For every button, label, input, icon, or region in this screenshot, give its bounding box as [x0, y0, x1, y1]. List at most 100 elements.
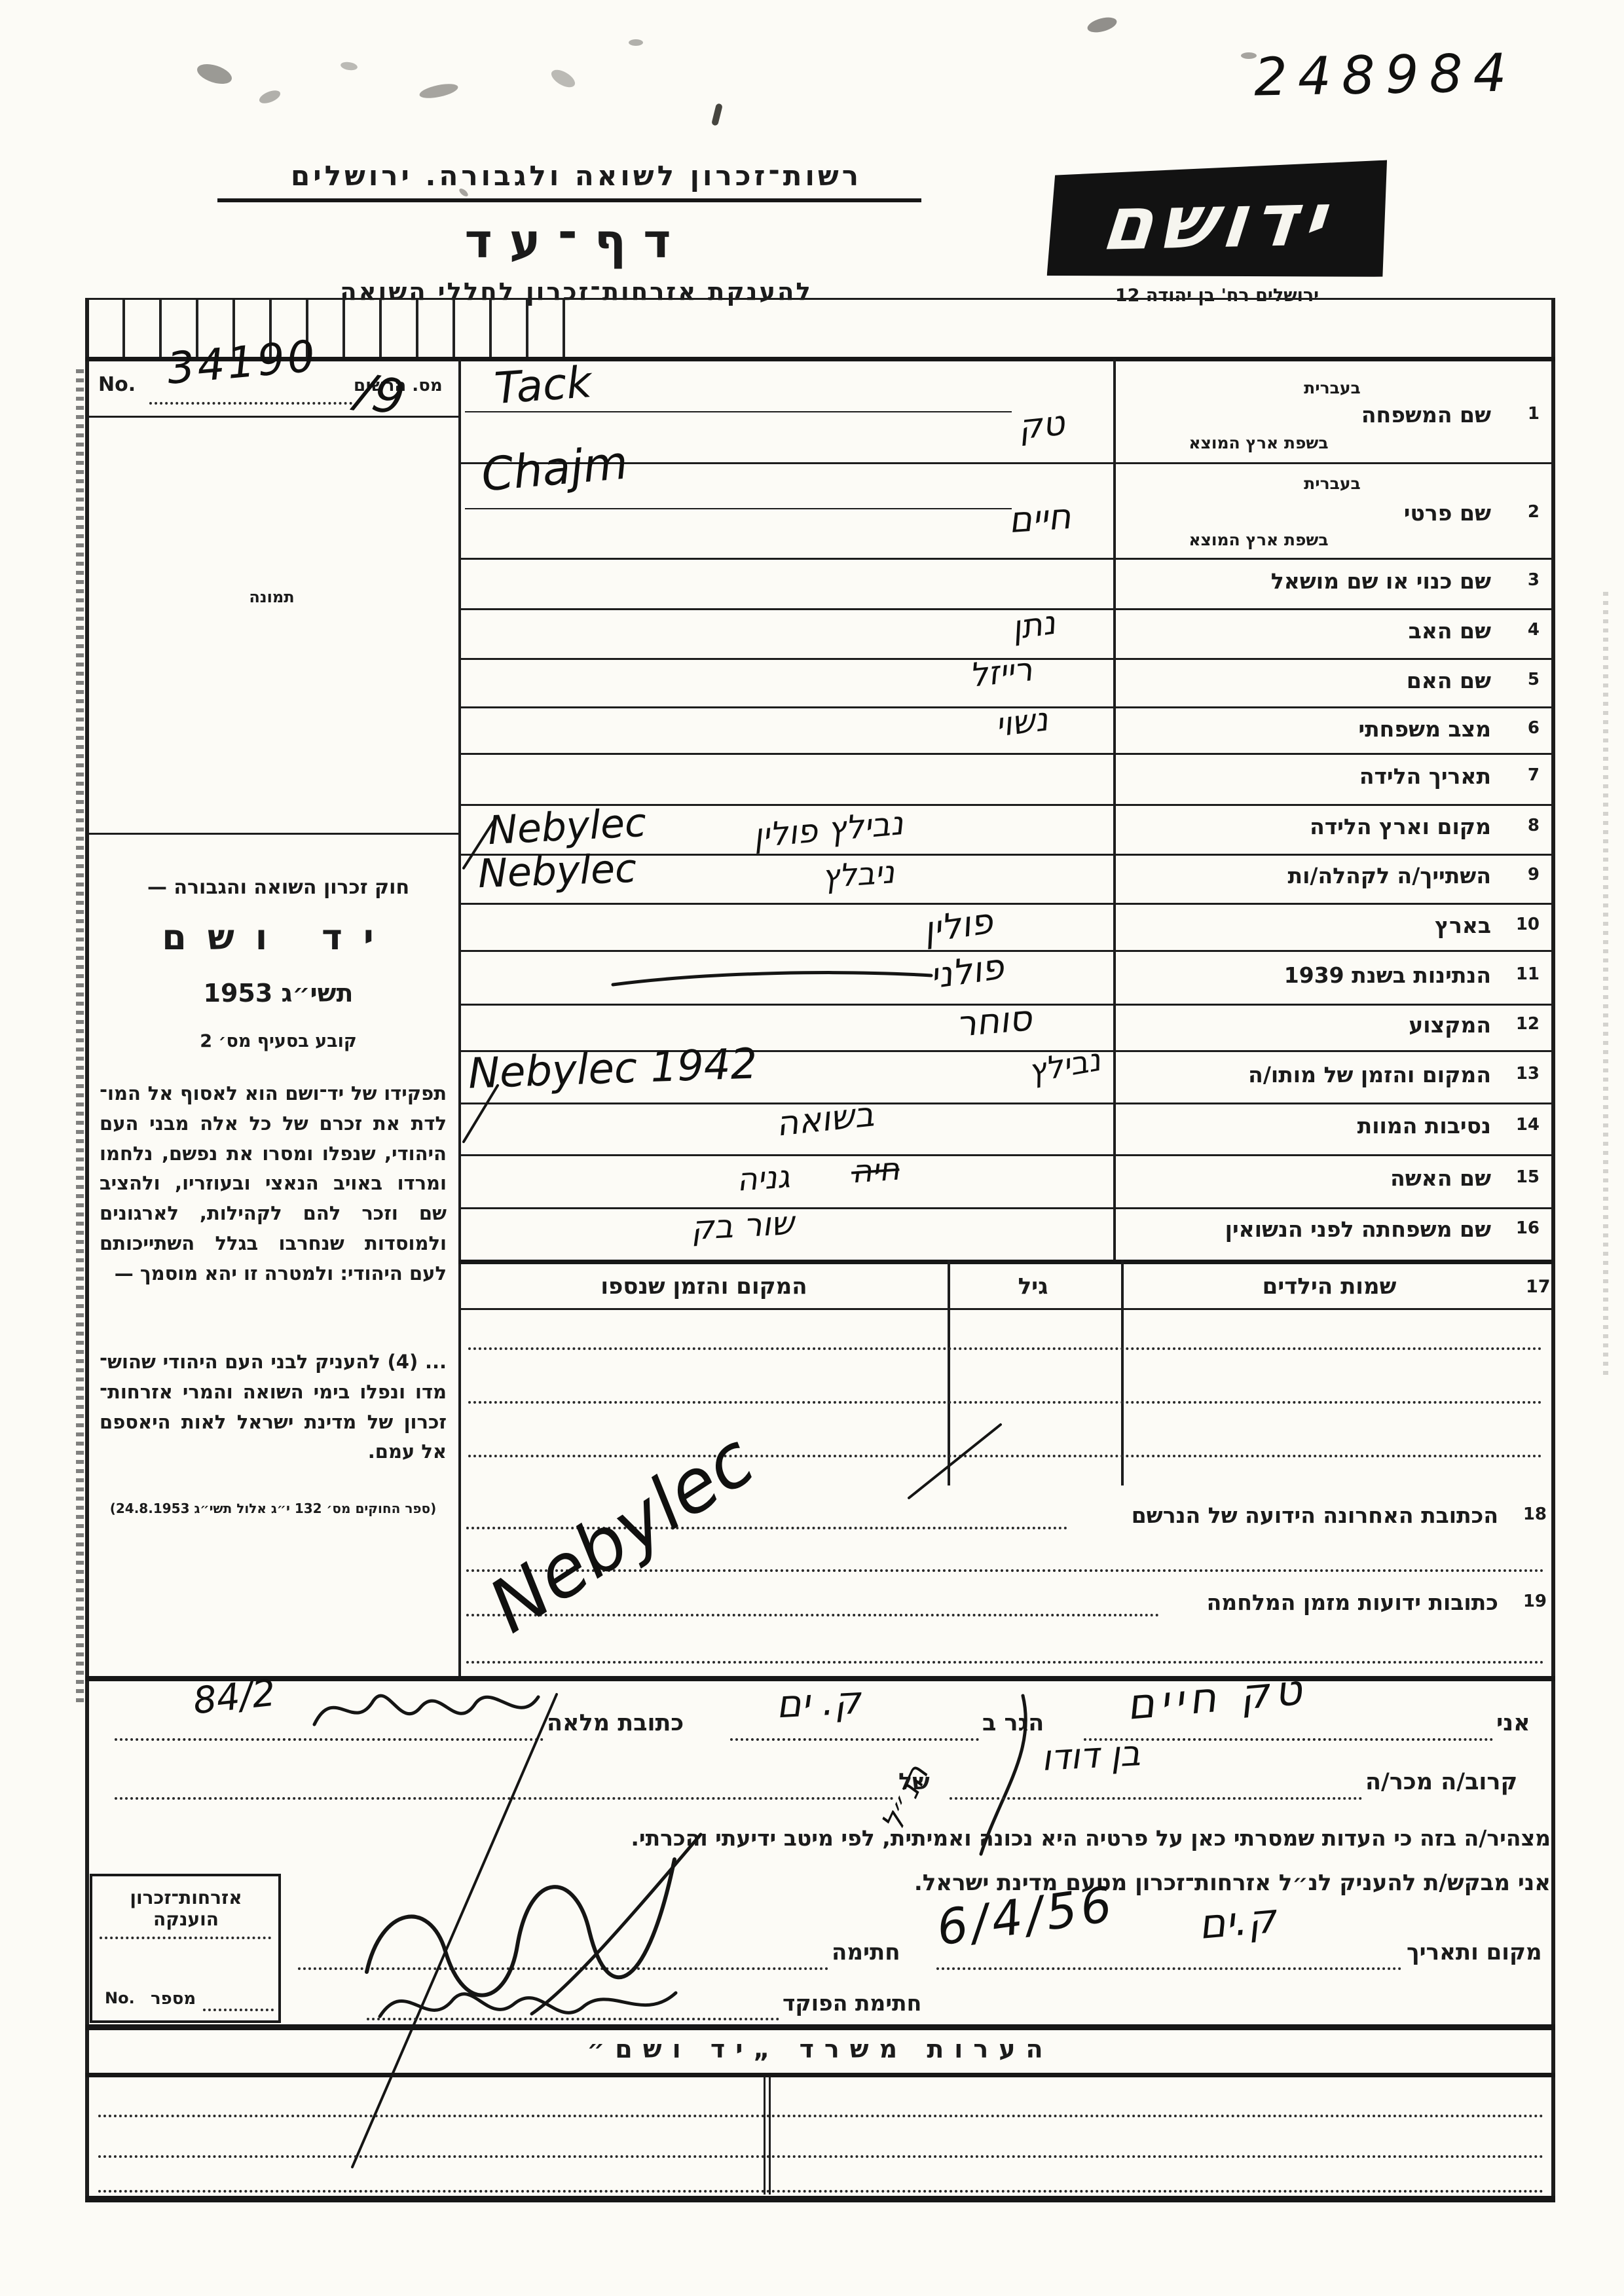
row-separator — [458, 804, 1553, 806]
residence-line — [730, 1738, 979, 1741]
logo-caption: ירושלים רח' בן יהודה 12 — [1115, 285, 1320, 306]
box-right-border — [1551, 298, 1555, 2202]
row-separator — [458, 1102, 1553, 1104]
row-separator — [458, 1050, 1553, 1052]
authority-title: רשות־זכרון לשואה ולגבורה. ירושלים — [290, 160, 862, 192]
country-handwriting: פולין — [921, 900, 995, 951]
field18-dotted-line — [466, 1527, 1067, 1529]
first-name-hebrew-handwriting: חיים — [1006, 495, 1073, 541]
residence-handwriting: ק. ים — [775, 1677, 862, 1727]
family-name-hebrew-handwriting: טק — [1016, 403, 1067, 448]
row-separator — [458, 854, 1553, 856]
name-flourish-stroke — [979, 1694, 1027, 1856]
field16-label-text: שם משפחתה לפני הנשואין — [1225, 1216, 1491, 1242]
field1-number: 1 — [1527, 404, 1540, 424]
clerk-signature-line — [367, 2018, 779, 2020]
row-separator — [458, 1004, 1553, 1006]
grant-number-no-label: No. — [105, 1989, 135, 2007]
authority-underline — [217, 198, 921, 202]
field6-label-text: מצב משפחתי — [1358, 716, 1491, 742]
field2-lang-label: בעברית — [1304, 474, 1361, 493]
of-line — [115, 1797, 894, 1800]
field16-label: שם משפחתה לפני הנשואין 16 — [1121, 1216, 1543, 1242]
field5-number: 5 — [1527, 670, 1540, 689]
row-separator — [458, 903, 1553, 905]
field1-origin-label: בשפת ארץ המוצא — [1189, 433, 1329, 452]
clerk-signature-label: חתימת הפוקד — [783, 1990, 922, 2016]
field4-label-text: שם האב — [1408, 618, 1491, 644]
field10-number: 10 — [1515, 915, 1540, 934]
place-date-line — [936, 1967, 1401, 1970]
box-top-border — [85, 298, 1555, 300]
declarant-i-label: אני — [1496, 1710, 1530, 1736]
address-scribble — [312, 1694, 540, 1726]
field2-label: שם פרטי 2 — [1121, 500, 1543, 526]
law-paragraph-1: תפקידו של יד־ושם הוא לאסוף אל המו־ לדת א… — [100, 1082, 447, 1285]
field6-number: 6 — [1527, 718, 1540, 738]
death-place-hebrew-handwriting: נבילץ — [1025, 1041, 1103, 1091]
row-separator — [458, 706, 1553, 708]
row-separator — [458, 462, 1553, 464]
law-clause: קובע בסעיף מס׳ 2 — [200, 1031, 357, 1051]
law-title: יד ושם — [162, 917, 395, 958]
citizenship-handwriting: פולני — [927, 945, 1006, 997]
row-separator — [458, 1154, 1553, 1156]
yad-vashem-logo: ידושם — [1044, 160, 1390, 284]
declarant-name-line — [1084, 1738, 1493, 1741]
address-line — [115, 1738, 544, 1741]
logo-text: ידושם — [1098, 177, 1337, 267]
signature-line — [298, 1967, 828, 1970]
field2-label-text: שם פרטי — [1403, 500, 1491, 526]
community-hebrew-handwriting: ניבלץ — [821, 854, 896, 896]
stray-mark — [711, 103, 723, 126]
registration-row-underline — [85, 416, 458, 418]
scan-noise — [418, 81, 460, 101]
field9-number: 9 — [1527, 865, 1540, 884]
field13-label: המקום והזמן של מותו/ה 13 — [1121, 1062, 1543, 1087]
field2-origin-label: בשפת ארץ המוצא — [1189, 530, 1329, 549]
box-bottom-border — [85, 2196, 1555, 2202]
resides-in-label: הגר ב — [982, 1710, 1044, 1736]
field7-label: תאריך הלידה 7 — [1121, 763, 1543, 789]
field10-label-text: בארץ — [1435, 913, 1491, 938]
field4-number: 4 — [1527, 620, 1540, 640]
field11-number: 11 — [1515, 964, 1540, 984]
field12-label-text: המקצוע — [1409, 1012, 1491, 1038]
address-handwriting: 84/2 — [191, 1671, 278, 1723]
profession-handwriting: סוחר — [954, 997, 1034, 1045]
underline-flourish — [611, 971, 933, 987]
table-col-place-time: המקום והזמן שנספו — [600, 1273, 807, 1300]
table-row-line — [468, 1401, 1542, 1404]
table-divider — [948, 1260, 950, 1485]
community-latin-handwriting: Nebylec — [477, 845, 638, 898]
scan-noise — [629, 39, 643, 46]
notes-line — [98, 2115, 1544, 2117]
law-intro: חוק זכרון השואה והגבורה — — [147, 876, 410, 899]
field5-label-text: שם האם — [1406, 668, 1491, 693]
row-separator — [458, 608, 1553, 610]
row-separator — [458, 658, 1553, 660]
field13-label-text: המקום והזמן של מותו/ה — [1248, 1062, 1491, 1087]
father-name-handwriting: נתן — [1009, 603, 1058, 647]
notes-divider — [769, 2077, 771, 2195]
field8-number: 8 — [1527, 816, 1540, 835]
field15-label-text: שם האשה — [1390, 1165, 1491, 1191]
signature-label: חתימה — [832, 1939, 900, 1965]
declaration-statement: מצהיר/ה בזה כי העדות שמסרתי כאן על פרטיה… — [631, 1825, 1551, 1851]
of-label: של — [898, 1769, 930, 1795]
field19-number: 19 — [1522, 1592, 1547, 1611]
writing-line — [465, 411, 1012, 412]
table-number: 17 — [1526, 1277, 1551, 1297]
left-column-divider — [458, 359, 461, 1677]
slash-mark — [462, 820, 495, 869]
field1-lang-label: בעברית — [1304, 378, 1361, 397]
maiden-name-handwriting: שור בק — [690, 1203, 795, 1248]
table-row-line — [468, 1347, 1542, 1350]
field19-label: כתובות ידועות מזמן המלחמה 19 — [1162, 1590, 1551, 1615]
first-name-latin-handwriting: Chajm — [479, 435, 630, 502]
row-separator — [458, 950, 1553, 952]
relative-label: קרוב/ה מכר/ה — [1365, 1769, 1518, 1795]
field6-label: מצב משפחתי 6 — [1121, 716, 1543, 742]
grant-box-line — [100, 1937, 271, 1939]
table-header-underline — [458, 1308, 1553, 1310]
